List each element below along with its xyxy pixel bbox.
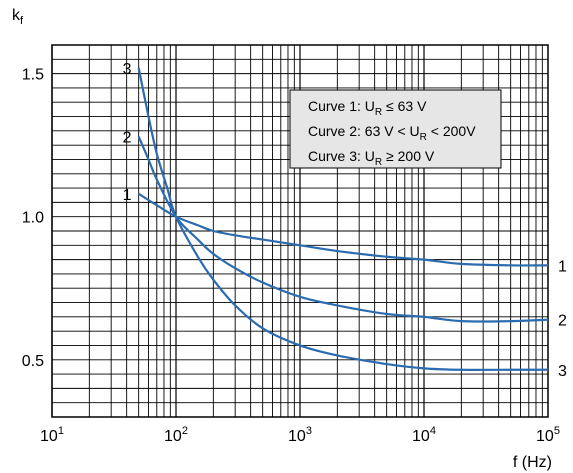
x-tick-label: 103 [288,425,312,445]
series-line-3 [137,67,548,371]
series-line-1 [138,192,549,267]
x-tick-label: 105 [536,425,560,445]
legend-entry-2: Curve 2: 63 V < UR < 200V [308,123,476,143]
series-group [137,67,549,371]
grid-lines [51,44,548,418]
x-tick-labels: 101 102 103 104 105 [40,425,560,445]
y-tick-label: 1.0 [22,210,44,227]
curve-labels: 1 1 2 2 3 3 [123,61,567,380]
series-line-2 [137,136,549,323]
x-tick-label: 101 [40,425,64,445]
curve-label-end-1: 1 [558,258,567,275]
y-tick-labels: 0.5 1.0 1.5 [22,67,44,370]
legend-box [289,89,502,169]
legend: Curve 1: UR ≤ 63 V Curve 2: 63 V < UR < 2… [289,89,502,169]
x-axis-label: f (Hz) [513,454,552,471]
x-tick-label: 104 [412,425,436,445]
legend-entry-1: Curve 1: UR ≤ 63 V [308,98,427,118]
legend-entry-3: Curve 3: UR ≥ 200 V [308,148,435,168]
curve-label-end-3: 3 [558,363,567,380]
y-axis-label: kf [12,7,24,27]
curve-label-start-3: 3 [123,61,132,78]
curve-label-end-2: 2 [558,313,567,330]
plot-frame [51,44,549,418]
curve-label-start-2: 2 [123,130,132,147]
curve-label-start-1: 1 [123,187,132,204]
y-tick-label: 0.5 [22,353,44,370]
x-tick-label: 102 [164,425,188,445]
y-tick-label: 1.5 [22,67,44,84]
